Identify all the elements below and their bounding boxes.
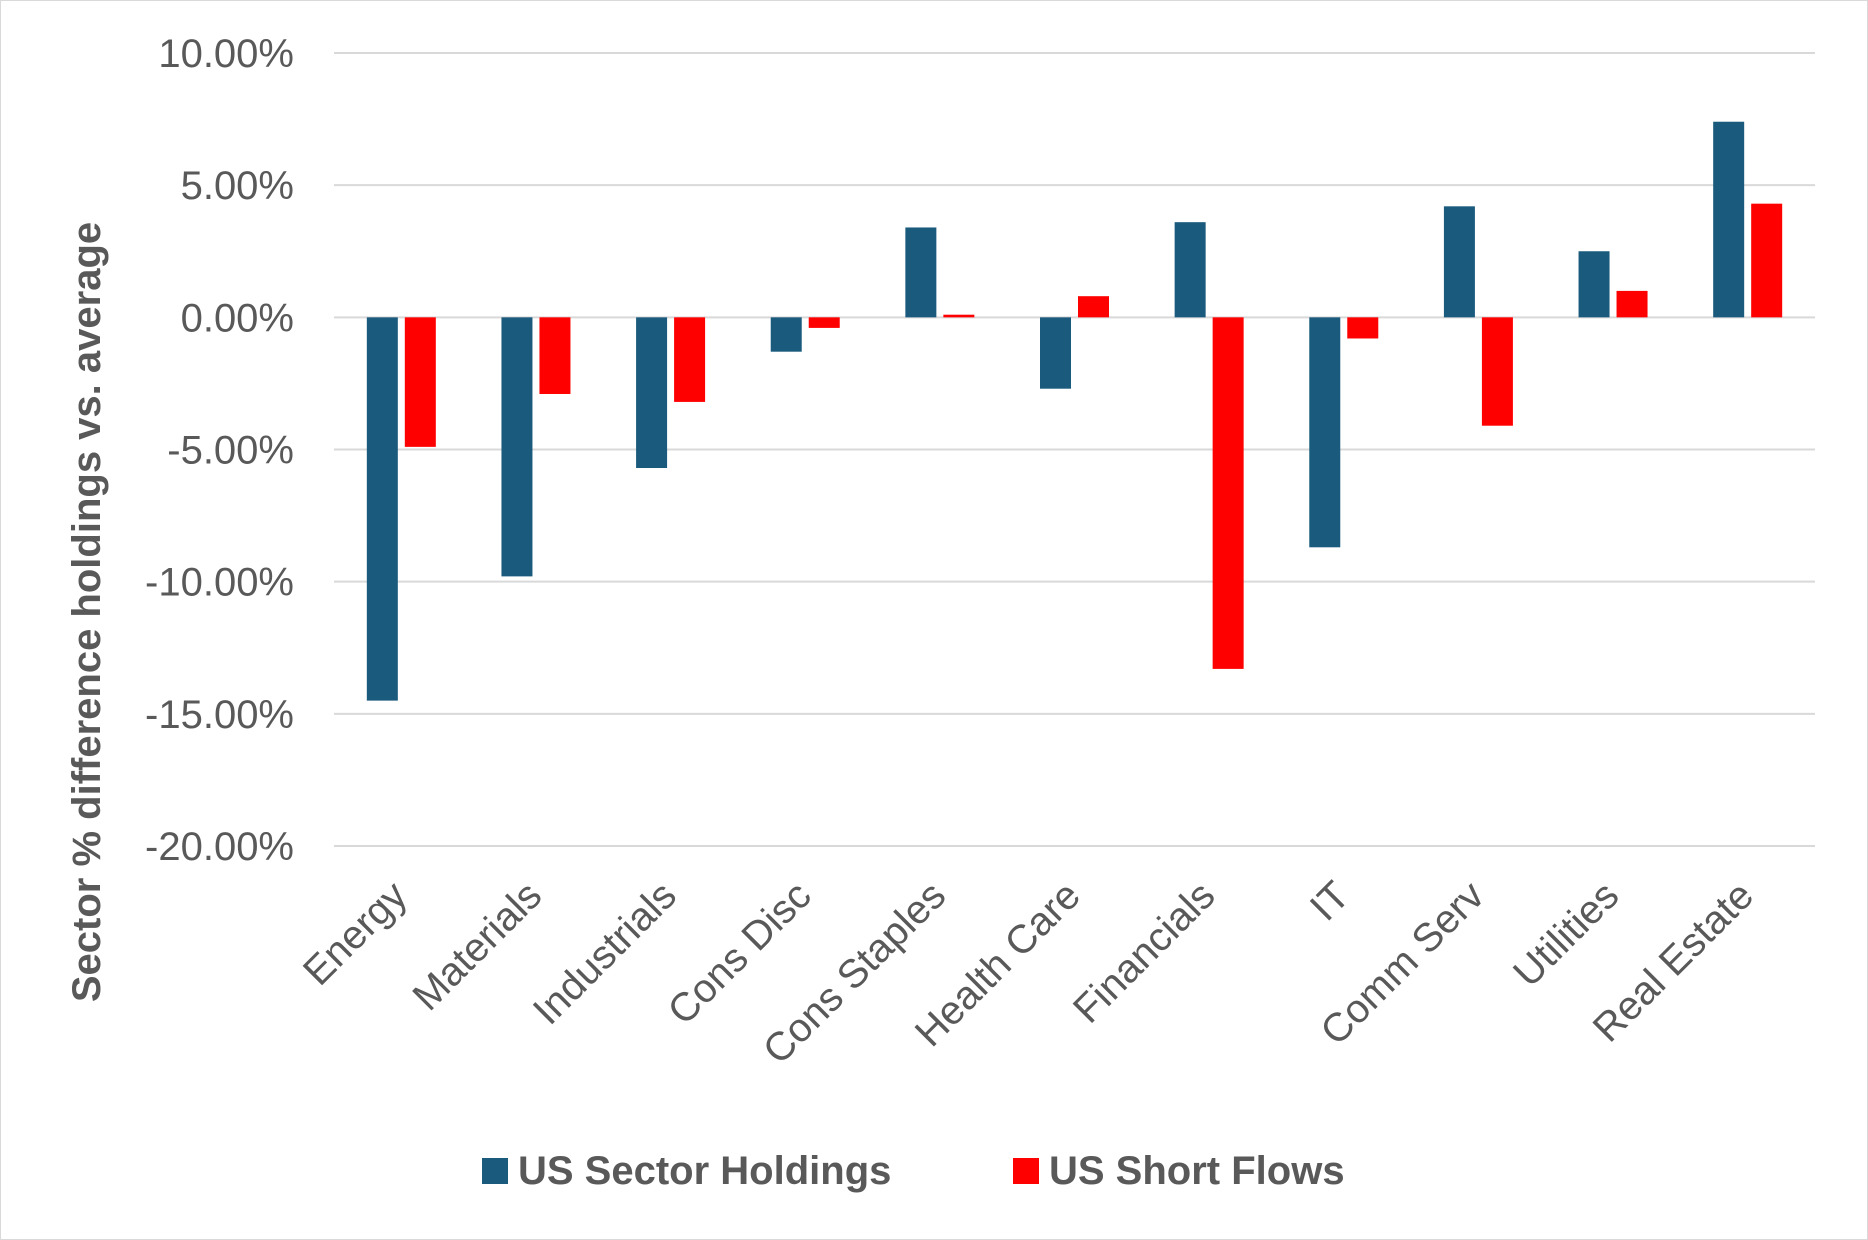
legend-swatch: [482, 1158, 508, 1184]
bar-utilities-series-1: [1578, 251, 1610, 318]
legend-label: US Sector Holdings: [518, 1149, 891, 1193]
bar-materials-series-1: [501, 317, 533, 577]
bar-financials-series-2: [1212, 317, 1244, 669]
x-tick-label: IT: [1302, 873, 1358, 929]
bar-financials-series-1: [1174, 222, 1206, 318]
bar-health-care-series-2: [1078, 296, 1109, 318]
bar-health-care-series-1: [1040, 317, 1071, 389]
bar-cons-disc-series-1: [770, 317, 802, 352]
y-axis-ticks: 10.00% 5.00% 0.00% -5.00% -10.00% -15.00% -20.…: [145, 32, 294, 869]
bars: [366, 121, 1783, 701]
x-tick-label: Financials: [1065, 873, 1223, 1031]
y-axis-label: Sector % difference holdings vs. average: [65, 222, 109, 1002]
bar-energy-series-2: [404, 317, 436, 447]
legend-label: US Short Flows: [1049, 1149, 1345, 1193]
x-tick-label: Energy: [295, 873, 416, 994]
y-tick-label: -15.00%: [145, 693, 294, 737]
x-tick-label: Industrials: [525, 873, 685, 1033]
y-tick-label: -10.00%: [145, 561, 294, 605]
x-tick-label: Materials: [404, 873, 550, 1019]
bar-energy-series-1: [366, 317, 398, 701]
y-tick-label: -5.00%: [167, 429, 294, 473]
y-tick-label: 10.00%: [158, 32, 294, 76]
bar-cons-staples-series-2: [943, 314, 975, 318]
bar-industrials-series-2: [674, 317, 706, 402]
legend-swatch: [1013, 1158, 1039, 1184]
legend: US Sector Holdings US Short Flows: [482, 1149, 1345, 1193]
x-tick-label: Utilities: [1505, 873, 1627, 995]
bar-cons-staples-series-1: [905, 227, 937, 318]
bar-it-series-1: [1309, 317, 1341, 548]
bar-comm-serv-series-2: [1481, 317, 1513, 426]
bar-industrials-series-1: [636, 317, 668, 469]
bar-it-series-2: [1347, 317, 1379, 339]
gridlines: [334, 52, 1815, 847]
bar-cons-disc-series-2: [808, 317, 840, 328]
y-tick-label: 5.00%: [181, 164, 294, 208]
y-tick-label: 0.00%: [181, 296, 294, 340]
bar-utilities-series-2: [1616, 290, 1648, 318]
bar-comm-serv-series-1: [1443, 206, 1475, 318]
bar-real-estate-series-1: [1713, 121, 1745, 318]
bar-real-estate-series-2: [1751, 203, 1783, 318]
y-tick-label: -20.00%: [145, 825, 294, 869]
bar-materials-series-2: [539, 317, 571, 394]
